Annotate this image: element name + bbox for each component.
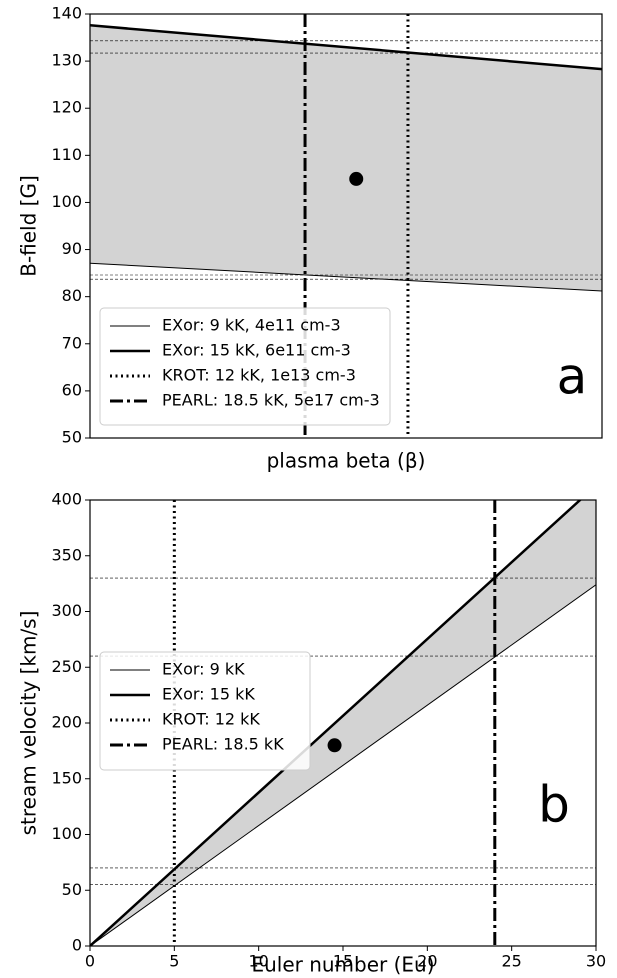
y-tick-label: 120 [51,98,82,117]
x-tick-label: 10 [248,952,268,971]
y-tick-label: 100 [51,192,82,211]
y-tick-label: 110 [51,145,82,164]
y-tick-label: 0 [72,936,82,955]
y-tick-label: 300 [51,601,82,620]
y-tick-label: 60 [62,380,82,399]
y-tick-label: 50 [62,880,82,899]
y-tick-label: 400 [51,490,82,509]
shaded-band [90,25,602,292]
y-axis-label: stream velocity [km/s] [17,611,41,836]
x-tick-label: 15 [333,952,353,971]
axes-frame [89,13,603,439]
legend-label: PEARL: 18.5 kK, 5e17 cm-3 [162,391,380,410]
x-tick-label: 0 [85,952,95,971]
series-line [90,24,602,71]
data-point [327,738,342,753]
plot-area [90,500,596,946]
series-line [90,262,602,292]
legend-label: KROT: 12 kK [162,710,260,729]
y-tick-label: 250 [51,657,82,676]
y-tick-label: 140 [51,4,82,23]
x-tick-label: 20 [417,952,437,971]
y-tick-label: 130 [51,51,82,70]
legend-box [99,307,391,426]
legend-label: EXor: 9 kK, 4e11 cm-3 [162,316,341,335]
y-tick-label: 80 [62,286,82,305]
legend-label: EXor: 9 kK [162,660,245,679]
legend-box [99,651,311,771]
y-tick-label: 350 [51,545,82,564]
x-axis-label: plasma beta (β) [267,449,426,473]
data-point [349,171,364,186]
x-tick-label: 25 [501,952,521,971]
legend-label: EXor: 15 kK, 6e11 cm-3 [162,341,351,360]
x-axis-label: Euler number (Eu) [251,953,434,977]
y-tick-label: 100 [51,824,82,843]
x-tick-label: 5 [169,952,179,971]
legend-label: EXor: 15 kK [162,685,255,704]
panel-label: a [557,348,588,406]
y-axis-label: B-field [G] [17,175,41,277]
y-tick-label: 50 [62,428,82,447]
y-tick-label: 90 [62,239,82,258]
x-tick-label: 30 [586,952,606,971]
y-tick-label: 70 [62,333,82,352]
legend-label: KROT: 12 kK, 1e13 cm-3 [162,366,356,385]
shaded-band [90,500,596,946]
legend-label: PEARL: 18.5 kK [162,735,284,754]
y-tick-label: 150 [51,768,82,787]
panel-label: b [538,776,570,834]
y-tick-label: 200 [51,713,82,732]
